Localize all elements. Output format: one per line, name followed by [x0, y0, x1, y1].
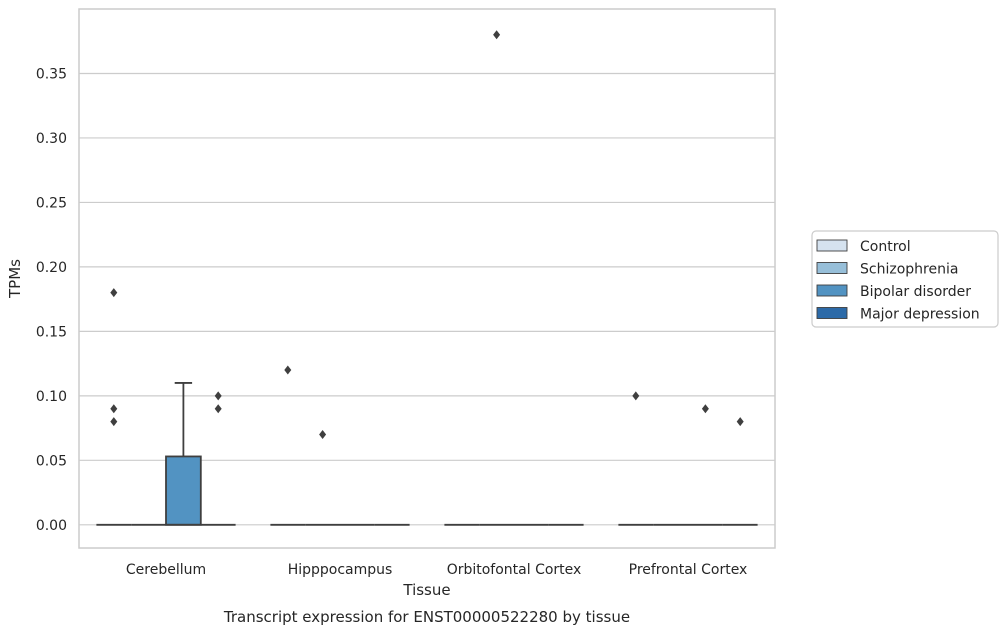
legend-frame	[811, 230, 999, 328]
legend: Control Schizophrenia Bipolar disorder Majo…	[811, 230, 999, 328]
box-group	[688, 404, 723, 526]
y-tick-label: 0.15	[36, 324, 67, 340]
y-tick-label: 0.10	[36, 389, 67, 405]
box-group	[618, 391, 654, 526]
plot-frame	[78, 8, 776, 549]
legend-label: Schizophrenia	[860, 262, 958, 278]
legend-swatch	[816, 307, 848, 319]
y-tick-label: 0.35	[36, 66, 67, 82]
outlier-point	[736, 417, 744, 427]
outlier-point	[110, 404, 118, 414]
chart-caption: Transcript expression for ENST0000052228…	[223, 608, 630, 626]
legend-label: Major depression	[860, 307, 980, 323]
outlier-point	[493, 30, 501, 40]
y-tick-label: 0.05	[36, 453, 67, 469]
box-group	[479, 30, 514, 526]
outlier-point	[632, 391, 640, 401]
outlier-point	[110, 288, 118, 298]
outlier-point	[284, 365, 292, 375]
y-tick-label: 0.20	[36, 260, 67, 276]
x-axis-ticks: Cerebellum Hipppocampus Orbitofontal Corte…	[126, 562, 747, 578]
box-group	[722, 417, 758, 526]
outlier-point	[319, 430, 327, 440]
y-axis-label: TPMs	[6, 259, 24, 299]
y-axis-ticks: 0.00 0.05 0.10 0.15 0.20 0.25 0.30 0.35	[36, 66, 67, 533]
y-tick-label: 0.30	[36, 131, 67, 147]
x-tick-label: Prefrontal Cortex	[629, 562, 748, 578]
x-tick-label: Orbitofontal Cortex	[447, 562, 582, 578]
outlier-point	[110, 417, 118, 427]
box	[165, 455, 202, 526]
x-tick-label: Cerebellum	[126, 562, 206, 578]
box-group	[305, 430, 340, 526]
box-group	[200, 391, 236, 526]
legend-label: Control	[860, 239, 911, 255]
legend-swatch	[816, 239, 848, 252]
outlier-point	[214, 391, 222, 401]
legend-swatch	[816, 284, 848, 297]
legend-label: Bipolar disorder	[860, 284, 971, 300]
box-group	[165, 382, 202, 526]
x-tick-label: Hipppocampus	[288, 562, 393, 578]
box-group	[270, 365, 306, 526]
y-tick-label: 0.25	[36, 195, 67, 211]
outlier-point	[701, 404, 709, 414]
x-axis-label: Tissue	[402, 581, 450, 599]
boxes	[96, 30, 758, 526]
box-group	[96, 288, 132, 526]
y-tick-label: 0.00	[36, 518, 67, 534]
outlier-point	[214, 404, 222, 414]
legend-swatch	[816, 262, 848, 274]
